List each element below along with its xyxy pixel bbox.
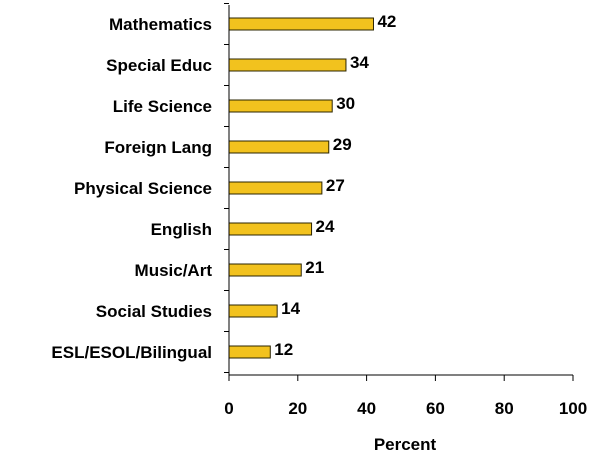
category-label-life-science: Life Science xyxy=(113,97,212,116)
value-label-life-science: 30 xyxy=(336,94,355,113)
x-tick-label-60: 60 xyxy=(426,399,445,418)
bar-english xyxy=(228,222,313,236)
x-tick-label-80: 80 xyxy=(495,399,514,418)
value-label-foreign-lang: 29 xyxy=(333,135,352,154)
value-label-special-educ: 34 xyxy=(350,53,369,72)
value-label-social-studies: 14 xyxy=(281,299,300,318)
x-tick-label-40: 40 xyxy=(357,399,376,418)
x-tick-label-0: 0 xyxy=(224,399,233,418)
category-label-esl-esol-bilingual: ESL/ESOL/Bilingual xyxy=(51,343,212,362)
bar-mathematics xyxy=(228,17,374,31)
category-label-music-art: Music/Art xyxy=(135,261,213,280)
value-label-mathematics: 42 xyxy=(377,12,396,31)
axis-layer: 0 20 40 60 80 100 xyxy=(224,3,587,418)
x-axis-title: Percent xyxy=(374,435,437,454)
bar-special-educ xyxy=(228,58,347,72)
x-tick-label-100: 100 xyxy=(559,399,587,418)
category-label-mathematics: Mathematics xyxy=(109,15,212,34)
value-label-esl-esol-bilingual: 12 xyxy=(274,340,293,359)
x-tick-label-20: 20 xyxy=(288,399,307,418)
bar-esl-esol-bilingual xyxy=(228,345,271,359)
category-label-social-studies: Social Studies xyxy=(96,302,212,321)
bar-social-studies xyxy=(228,304,278,318)
bar-music-art xyxy=(228,263,302,277)
value-label-english: 24 xyxy=(316,217,335,236)
category-label-foreign-lang: Foreign Lang xyxy=(104,138,212,157)
value-label-physical-science: 27 xyxy=(326,176,345,195)
bars-layer: Mathematics 42 Special Educ 34 Life Science 3… xyxy=(51,12,396,362)
bar-physical-science xyxy=(228,181,323,195)
bar-life-science xyxy=(228,99,333,113)
category-label-special-educ: Special Educ xyxy=(106,56,212,75)
category-label-physical-science: Physical Science xyxy=(74,179,212,198)
category-label-english: English xyxy=(151,220,212,239)
value-label-music-art: 21 xyxy=(305,258,324,277)
bar-foreign-lang xyxy=(228,140,330,154)
